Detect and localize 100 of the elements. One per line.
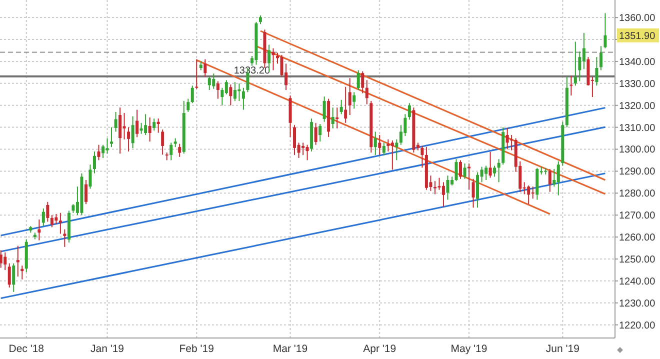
x-tick-label: Jun '19 — [546, 343, 580, 355]
candlestick — [136, 109, 139, 138]
candlestick — [242, 87, 245, 110]
candlestick — [468, 163, 471, 190]
text: 1351.90 — [619, 30, 656, 42]
x-tick-label: Apr '19 — [363, 343, 396, 355]
candlestick — [306, 144, 309, 161]
candlestick — [186, 98, 190, 112]
candlestick — [140, 122, 143, 134]
y-tick-label: 1300.00 — [619, 144, 656, 156]
y-tick-label: 1340.00 — [619, 56, 656, 68]
candlestick — [599, 46, 602, 71]
y-tick-label: 1280.00 — [619, 188, 656, 200]
candlestick — [0, 250, 2, 268]
candlestick — [497, 158, 500, 183]
y-tick-label: 1270.00 — [619, 210, 656, 222]
candlestick — [408, 102, 411, 120]
candlestick — [161, 128, 164, 156]
candlestick — [318, 124, 322, 142]
candlestick — [144, 114, 148, 136]
y-tick-label: 1290.00 — [619, 166, 656, 178]
candlestick — [156, 118, 160, 134]
candlestick — [92, 150, 96, 174]
candlestick — [433, 180, 436, 195]
y-tick-label: 1230.00 — [619, 298, 656, 310]
candlestick — [582, 32, 586, 70]
candlestick — [382, 142, 386, 156]
candlestick — [344, 86, 348, 124]
candlestick — [595, 56, 598, 86]
candlestick — [420, 145, 424, 168]
candlestick — [46, 201, 50, 222]
candlestick — [574, 41, 577, 86]
candlestick — [63, 228, 66, 248]
candlestick — [178, 143, 182, 158]
candlestick — [118, 107, 122, 154]
candlestick — [570, 75, 573, 96]
candlestick — [20, 265, 24, 280]
candlestick — [527, 184, 530, 205]
candlestick — [340, 99, 343, 115]
candlestick — [50, 214, 54, 228]
candlestick — [556, 160, 560, 196]
candlestick — [110, 126, 114, 148]
candlestick — [352, 92, 356, 110]
candlestick — [336, 107, 339, 129]
candlestick — [8, 262, 11, 288]
candlestick — [97, 144, 100, 161]
candlestick — [148, 116, 152, 142]
candlestick — [114, 111, 118, 132]
candlestick — [459, 160, 462, 180]
candlestick — [216, 80, 220, 100]
candlestick — [365, 80, 368, 105]
candlestick — [4, 252, 7, 270]
candlestick — [476, 172, 480, 208]
candlestick — [208, 76, 211, 90]
candlestick — [386, 138, 390, 152]
y-tick-label: 1220.00 — [619, 320, 656, 332]
candlestick — [446, 175, 450, 200]
candlestick — [84, 179, 88, 205]
y-tick-label: 1310.00 — [619, 122, 656, 134]
candlestick — [58, 212, 62, 234]
y-tick-label: 1330.00 — [619, 78, 656, 90]
candlestick — [272, 48, 275, 71]
candlestick — [390, 140, 394, 170]
candlestick — [578, 51, 582, 82]
candlestick — [152, 118, 156, 132]
y-tick-label: 1250.00 — [619, 254, 656, 266]
candlestick — [122, 112, 126, 140]
x-tick-label: Dec '18 — [8, 343, 44, 355]
candlestick — [42, 208, 45, 227]
candlestick — [106, 138, 109, 154]
candlestick — [224, 80, 228, 95]
candlestick — [233, 82, 236, 102]
candlestick — [531, 186, 534, 200]
candlestick — [548, 168, 552, 192]
candlestick — [322, 96, 326, 122]
candlestick — [204, 58, 207, 78]
candlestick — [348, 78, 352, 116]
y-tick-label: 1360.00 — [619, 13, 656, 24]
candlestick — [484, 165, 488, 180]
candlestick — [488, 151, 492, 178]
candlestick — [361, 70, 364, 94]
candlestick — [331, 107, 334, 129]
x-tick-label: May '19 — [450, 343, 488, 355]
candlestick — [463, 163, 466, 180]
candlestick — [374, 131, 377, 156]
candlestick — [54, 213, 58, 224]
candlestick — [442, 182, 445, 208]
candlestick — [16, 245, 20, 278]
candlestick — [506, 127, 509, 150]
y-tick-label: 1260.00 — [619, 232, 656, 244]
candlestick — [229, 84, 232, 106]
x-tick-label: Feb '19 — [179, 343, 214, 355]
candlestick — [302, 142, 305, 156]
candlestick — [170, 142, 173, 161]
candlestick — [127, 126, 130, 152]
x-tick-label: Jan '19 — [90, 343, 124, 355]
y-tick-label: 1320.00 — [619, 100, 656, 112]
candlestick — [293, 124, 296, 156]
candlestick — [395, 138, 398, 161]
candlestick — [604, 12, 607, 49]
